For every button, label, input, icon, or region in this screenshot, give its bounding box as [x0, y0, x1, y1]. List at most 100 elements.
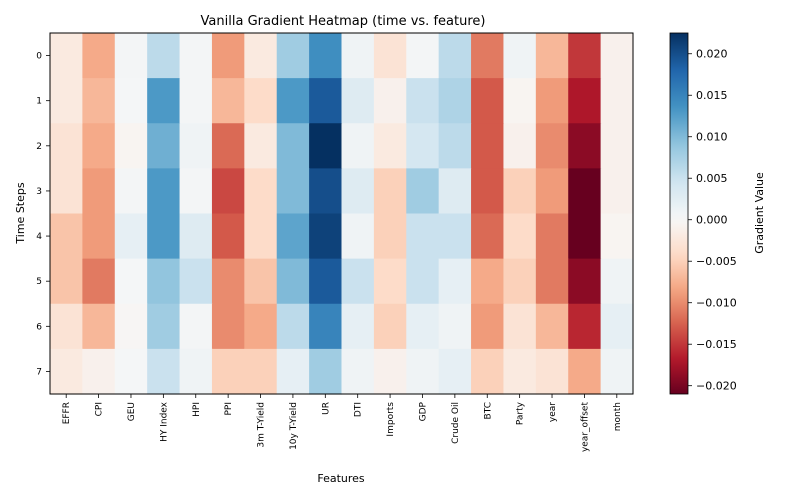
x-axis-ticks: EFFR CPI GEU HY Index HPI PPI 3m T-Yield 10y T-… — [62, 394, 623, 452]
heatmap-cell — [147, 303, 181, 350]
heatmap-cell — [600, 213, 634, 260]
heatmap-cell — [503, 123, 537, 169]
colorbar — [669, 32, 689, 395]
colorbar-tick-label: −0.020 — [696, 380, 737, 393]
heatmap-cell — [341, 33, 375, 79]
heatmap-cell — [276, 123, 310, 169]
heatmap-cell — [244, 33, 278, 79]
heatmap-cell — [276, 213, 310, 260]
heatmap-cell — [309, 303, 343, 350]
y-tick-label: 6 — [36, 322, 42, 332]
heatmap-cell — [341, 78, 375, 124]
heatmap-cell — [309, 168, 343, 215]
heatmap-cell — [82, 348, 116, 395]
heatmap-cell — [406, 168, 440, 215]
x-tick-label: Party — [516, 401, 526, 425]
colorbar-tick-label: −0.005 — [696, 255, 737, 268]
heatmap-cell — [406, 303, 440, 350]
colorbar-tick-label: 0.020 — [696, 48, 728, 61]
heatmap-cell — [179, 123, 213, 169]
heatmap-cell — [373, 33, 407, 79]
plot-frame — [49, 32, 634, 395]
heatmap-cell — [471, 258, 505, 305]
x-tick-label: EFFR — [62, 402, 72, 424]
heatmap-cell — [438, 213, 472, 260]
heatmap-cell — [50, 258, 83, 305]
heatmap-cell — [276, 348, 310, 395]
heatmap-cell — [244, 303, 278, 350]
heatmap-cell — [244, 123, 278, 169]
heatmap-cell — [341, 123, 375, 169]
heatmap-cell — [244, 348, 278, 395]
heatmap-cell — [535, 78, 569, 124]
x-tick-label: month — [613, 402, 623, 431]
heatmap-cell — [406, 258, 440, 305]
heatmap-cell — [82, 303, 116, 350]
heatmap-cell — [179, 33, 213, 79]
x-tick-label: PPI — [224, 402, 234, 416]
heatmap-cell — [503, 258, 537, 305]
heatmap-cell — [82, 168, 116, 215]
heatmap-cell — [244, 168, 278, 215]
y-axis-ticks: 0 1 2 3 4 5 6 7 — [36, 52, 50, 377]
heatmap-cell — [535, 123, 569, 169]
x-tick-label: year_offset — [580, 402, 590, 453]
heatmap-cell — [373, 348, 407, 395]
heatmap-cell — [471, 78, 505, 124]
heatmap-cell — [211, 258, 245, 305]
y-tick-label: 7 — [36, 367, 42, 377]
heatmap-cell — [244, 78, 278, 124]
y-tick-label: 4 — [36, 232, 42, 242]
heatmap-cell — [600, 303, 634, 350]
heatmap-cell — [471, 303, 505, 350]
heatmap-cell — [568, 168, 602, 215]
heatmap-cell — [276, 78, 310, 124]
heatmap-cell — [82, 33, 116, 79]
colorbar-tick-label: 0.005 — [696, 172, 728, 185]
heatmap-cell — [600, 258, 634, 305]
x-axis-label: Features — [317, 472, 365, 485]
heatmap-cell — [309, 348, 343, 395]
x-tick-label: GDP — [418, 401, 428, 421]
heatmap-cell — [373, 168, 407, 215]
heatmap-cell — [535, 303, 569, 350]
heatmap-cell — [114, 213, 148, 260]
heatmap-cell — [114, 258, 148, 305]
heatmap-cell — [147, 123, 181, 169]
heatmap-cell — [147, 33, 181, 79]
heatmap-cell — [471, 33, 505, 79]
colorbar-tick-label: −0.010 — [696, 297, 737, 310]
heatmap-cell — [471, 213, 505, 260]
heatmap-cell — [147, 213, 181, 260]
colorbar-ticks: 0.020 0.015 0.010 0.005 0.000 −0.005 −0.010 −0.… — [688, 48, 737, 393]
heatmap-cell — [82, 213, 116, 260]
colorbar-tick-label: −0.015 — [696, 338, 737, 351]
heatmap-cell — [373, 213, 407, 260]
y-tick-label: 5 — [36, 277, 42, 287]
heatmap-cell — [82, 78, 116, 124]
heatmap-cells — [50, 33, 634, 395]
heatmap-cell — [503, 348, 537, 395]
heatmap-cell — [114, 168, 148, 215]
heatmap-cell — [503, 213, 537, 260]
heatmap-cell — [50, 348, 83, 395]
heatmap-cell — [406, 123, 440, 169]
heatmap-cell — [309, 213, 343, 260]
heatmap-cell — [276, 33, 310, 79]
heatmap-cell — [503, 78, 537, 124]
heatmap-cell — [535, 348, 569, 395]
heatmap-cell — [568, 213, 602, 260]
heatmap-cell — [276, 168, 310, 215]
x-tick-label: year — [548, 402, 558, 422]
colorbar-tick-label: 0.010 — [696, 131, 728, 144]
heatmap-cell — [276, 303, 310, 350]
heatmap-cell — [50, 78, 83, 124]
heatmap-cell — [276, 258, 310, 305]
y-axis-label: Time Steps — [14, 182, 27, 244]
heatmap-cell — [600, 168, 634, 215]
heatmap-cell — [438, 78, 472, 124]
heatmap-cell — [114, 78, 148, 124]
heatmap-cell — [600, 348, 634, 395]
heatmap-cell — [211, 213, 245, 260]
